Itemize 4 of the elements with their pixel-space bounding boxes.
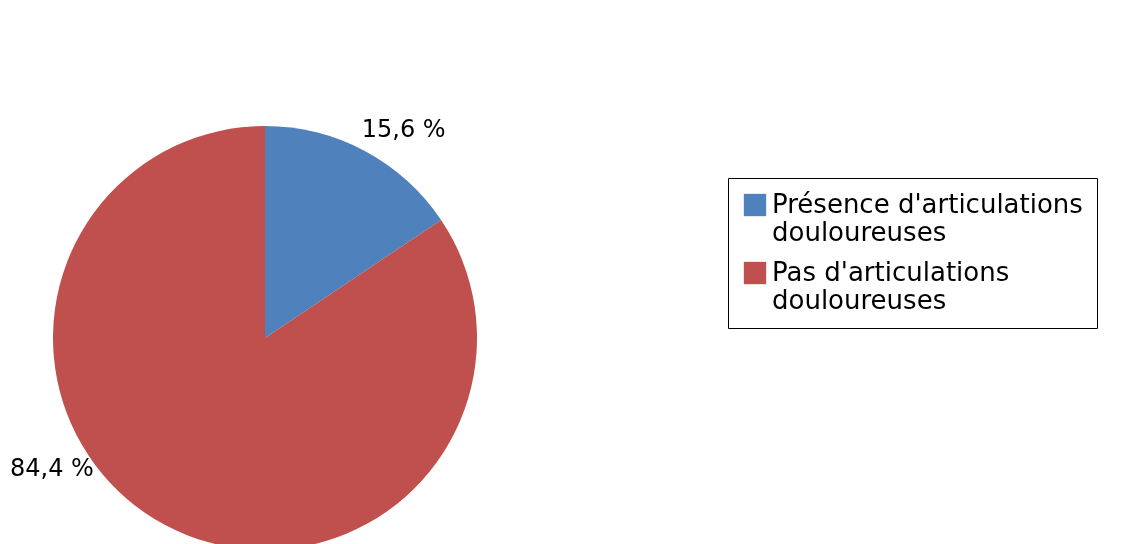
data-label: 15,6 % <box>361 115 446 143</box>
data-label: 84,4 % <box>9 453 94 482</box>
legend-label: Présence d'articulations douloureuses <box>772 189 1083 247</box>
legend-label: Pas d'articulations douloureuses <box>772 257 1010 315</box>
